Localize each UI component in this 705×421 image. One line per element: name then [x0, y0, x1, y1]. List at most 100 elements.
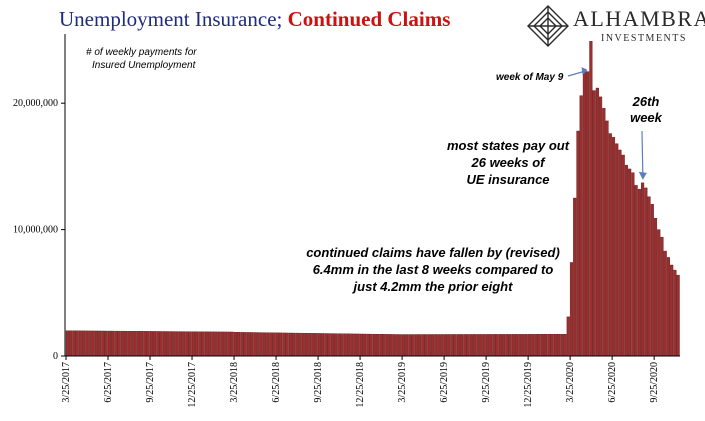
bar	[388, 334, 393, 357]
bar	[430, 334, 435, 357]
bar	[502, 334, 506, 357]
x-tick-label: 3/25/2018	[229, 362, 240, 403]
bar	[469, 334, 473, 357]
bar	[156, 331, 160, 357]
bar	[443, 334, 448, 357]
alhambra-diamond-icon	[527, 5, 569, 47]
bar	[666, 257, 671, 357]
x-tick-label: 6/25/2020	[607, 362, 618, 403]
bar	[346, 333, 351, 357]
x-tick-label: 6/25/2018	[271, 362, 282, 403]
bar	[69, 330, 73, 357]
bar	[401, 334, 406, 357]
bar	[385, 334, 389, 357]
bar	[224, 331, 228, 357]
bar	[214, 331, 218, 357]
bar	[421, 334, 425, 357]
bar	[334, 333, 338, 357]
chart-title-part2: Continued Claims	[287, 7, 451, 31]
bar	[204, 331, 208, 357]
bar	[576, 130, 580, 357]
x-tick-label: 3/25/2019	[397, 362, 408, 403]
bar	[343, 333, 347, 357]
bar	[589, 41, 593, 357]
annotation-arrowhead	[638, 171, 647, 180]
bar	[256, 332, 260, 357]
bar	[75, 330, 79, 357]
bar	[123, 330, 128, 357]
bar	[127, 330, 131, 357]
bar	[660, 236, 664, 357]
bar	[101, 330, 105, 357]
bar	[372, 333, 376, 357]
bar	[395, 334, 399, 357]
logo-subtitle: INVESTMENTS	[601, 33, 687, 44]
bar	[673, 269, 677, 357]
bar	[518, 334, 522, 357]
bar	[88, 330, 92, 357]
bar	[608, 133, 612, 357]
bar	[104, 330, 108, 357]
annotation-most-states: UE insurance	[466, 172, 549, 187]
bar	[356, 333, 360, 357]
x-tick-label: 9/25/2020	[649, 362, 660, 403]
x-tick-label: 3/25/2017	[61, 362, 72, 403]
annotation-week-of-may-9: week of May 9	[496, 72, 564, 83]
bar	[379, 334, 383, 357]
annotation-26th-week: 26th	[632, 94, 660, 109]
bar	[414, 334, 418, 357]
bar	[631, 172, 635, 357]
bar	[505, 334, 509, 357]
bar	[650, 204, 654, 357]
bar	[602, 108, 606, 357]
bar	[653, 218, 658, 357]
bar	[246, 332, 250, 357]
bar	[288, 332, 292, 357]
bar	[217, 331, 221, 357]
bar	[91, 330, 95, 357]
bar	[353, 333, 357, 357]
bar	[182, 331, 186, 357]
bar	[188, 331, 192, 357]
bar	[411, 334, 415, 357]
bar	[292, 332, 296, 357]
bar	[172, 331, 176, 357]
bar	[98, 330, 102, 357]
bar	[140, 331, 144, 357]
bar	[544, 334, 548, 357]
bar	[605, 120, 609, 357]
x-tick-label: 3/25/2020	[565, 362, 576, 403]
bar	[547, 334, 551, 357]
bar	[456, 334, 460, 357]
bar	[447, 334, 451, 357]
bar	[111, 330, 115, 357]
bar	[136, 331, 141, 357]
bar	[230, 331, 234, 357]
bar	[670, 264, 674, 357]
bar	[453, 334, 457, 357]
bar	[130, 331, 134, 357]
bar	[566, 316, 570, 357]
bar	[369, 333, 373, 357]
bar	[285, 332, 289, 357]
bar	[514, 334, 519, 357]
bar	[534, 334, 538, 357]
bar	[621, 154, 625, 357]
bar	[317, 333, 321, 357]
bar	[295, 332, 299, 357]
bar	[175, 331, 179, 357]
bar	[569, 262, 574, 357]
bar	[165, 331, 170, 357]
bar	[233, 332, 237, 357]
bar	[85, 330, 89, 357]
bar	[146, 331, 150, 357]
bar	[308, 333, 312, 357]
bar	[392, 334, 396, 357]
logo-name: ALHAMBRA	[573, 6, 705, 31]
bar	[450, 334, 454, 357]
bar	[269, 332, 273, 357]
bar	[275, 332, 279, 357]
bar	[298, 332, 302, 357]
bar	[262, 332, 267, 357]
bar	[440, 334, 444, 357]
